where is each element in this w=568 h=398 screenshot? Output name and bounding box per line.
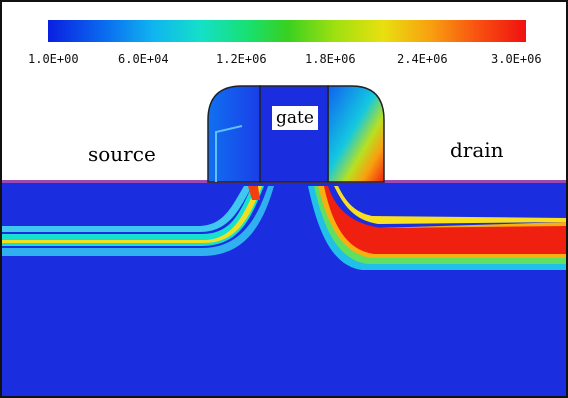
colorbar: [48, 20, 526, 42]
drain-field-core: [324, 186, 566, 254]
colorbar-tick: 6.0E+04: [118, 52, 169, 66]
gate-electrode: [259, 85, 329, 183]
colorbar-tick: 3.0E+06: [491, 52, 542, 66]
colorbar-tick: 1.0E+00: [28, 52, 79, 66]
colorbar-tick: 1.2E+06: [216, 52, 267, 66]
right-spacer: [327, 85, 385, 183]
gate-label: gate: [272, 106, 318, 130]
colorbar-tick: 1.8E+06: [305, 52, 356, 66]
source-label: source: [88, 142, 156, 166]
substrate-region: [2, 182, 566, 396]
colorbar-tick: 2.4E+06: [397, 52, 448, 66]
left-spacer: [207, 85, 261, 183]
drain-label: drain: [450, 138, 504, 162]
